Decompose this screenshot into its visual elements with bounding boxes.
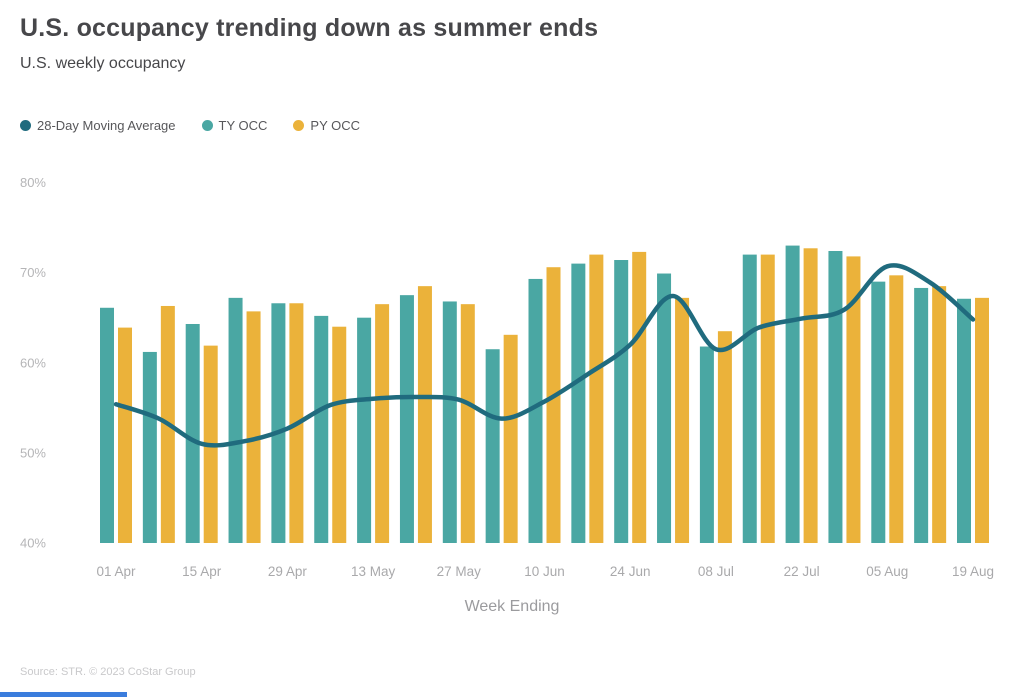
ty-occ-bar xyxy=(957,298,971,543)
x-tick-label: 05 Aug xyxy=(866,564,908,579)
bottom-left-blue-strip xyxy=(0,692,127,697)
legend-dot-ty xyxy=(201,120,213,131)
x-tick-label: 13 May xyxy=(351,564,396,579)
legend-label-ty: TY OCC xyxy=(218,118,268,133)
py-occ-bar xyxy=(760,254,775,543)
chart-subtitle: U.S. weekly occupancy xyxy=(20,55,186,72)
x-tick-label: 19 Aug xyxy=(952,564,994,579)
legend-dot-py xyxy=(293,120,305,131)
py-occ-bar xyxy=(460,304,475,543)
ty-occ-bar xyxy=(914,287,929,543)
ty-occ-bar xyxy=(314,315,329,543)
py-occ-bar xyxy=(803,248,818,543)
py-occ-bar xyxy=(503,334,518,543)
py-occ-bar xyxy=(375,304,390,543)
moving-average-line xyxy=(113,263,976,448)
py-occ-bar xyxy=(546,267,561,543)
x-axis-title: Week Ending xyxy=(464,598,560,615)
ty-occ-bar xyxy=(785,245,800,543)
py-occ-bar xyxy=(675,297,690,543)
chart-title: U.S. occupancy trending down as summer e… xyxy=(20,14,599,42)
y-tick-label: 70% xyxy=(20,265,46,280)
y-tick-label: 60% xyxy=(20,355,46,370)
x-tick-label: 27 May xyxy=(437,564,482,579)
chart-legend: 28-Day Moving Average TY OCC PY OCC xyxy=(20,118,360,133)
py-occ-bar xyxy=(332,326,347,543)
ty-occ-bar xyxy=(742,254,757,543)
ty-occ-bar xyxy=(228,297,243,543)
x-tick-label: 10 Jun xyxy=(524,564,565,579)
ty-occ-bar xyxy=(357,317,372,543)
x-tick-label: 01 Apr xyxy=(96,564,136,579)
ty-occ-bar xyxy=(871,281,886,543)
ty-occ-bar xyxy=(528,278,543,543)
legend-label-py: PY OCC xyxy=(310,118,361,133)
ty-occ-bar xyxy=(699,346,714,543)
py-occ-bar xyxy=(417,286,432,543)
ty-occ-bar xyxy=(614,260,629,543)
ty-occ-bar xyxy=(828,250,843,543)
py-occ-bar xyxy=(717,331,732,543)
ty-occ-bar xyxy=(100,307,114,543)
ty-occ-bar xyxy=(485,349,500,543)
x-tick-label: 22 Jul xyxy=(784,564,820,579)
legend-item-ma[interactable]: 28-Day Moving Average xyxy=(20,118,176,133)
py-occ-bar xyxy=(846,256,861,543)
x-tick-label: 15 Apr xyxy=(182,564,222,579)
ty-occ-bar xyxy=(142,351,157,543)
py-occ-bar xyxy=(632,251,647,544)
y-tick-label: 50% xyxy=(20,445,46,460)
legend-label-ma: 28-Day Moving Average xyxy=(37,118,176,133)
ty-occ-bar xyxy=(657,273,672,543)
x-tick-label: 24 Jun xyxy=(610,564,651,579)
py-occ-bar xyxy=(589,254,604,543)
legend-item-ty[interactable]: TY OCC xyxy=(201,118,268,133)
py-occ-bar xyxy=(889,275,904,543)
ty-occ-bar xyxy=(442,301,457,543)
ty-occ-bar xyxy=(571,263,586,543)
y-tick-label: 40% xyxy=(20,536,46,551)
legend-item-py[interactable]: PY OCC xyxy=(293,118,360,133)
x-tick-label: 08 Jul xyxy=(698,564,734,579)
py-occ-bar xyxy=(246,311,261,543)
x-tick-label: 29 Apr xyxy=(268,564,308,579)
source-note: Source: STR. © 2023 CoStar Group xyxy=(20,666,196,678)
py-occ-bar xyxy=(975,297,989,543)
py-occ-bar xyxy=(118,327,132,543)
ty-occ-bar xyxy=(399,295,414,543)
legend-dot-ma xyxy=(20,120,31,131)
y-tick-label: 80% xyxy=(20,175,46,190)
py-occ-bar xyxy=(932,286,947,543)
ty-occ-bar xyxy=(271,303,286,543)
ty-occ-bar xyxy=(185,323,200,543)
